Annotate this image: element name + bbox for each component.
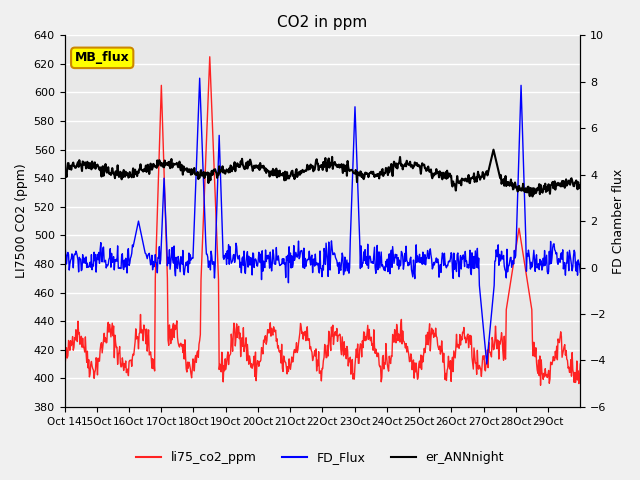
- Y-axis label: FD Chamber flux: FD Chamber flux: [612, 168, 625, 274]
- Text: MB_flux: MB_flux: [75, 51, 129, 64]
- Y-axis label: LI7500 CO2 (ppm): LI7500 CO2 (ppm): [15, 164, 28, 278]
- Legend: li75_co2_ppm, FD_Flux, er_ANNnight: li75_co2_ppm, FD_Flux, er_ANNnight: [131, 446, 509, 469]
- Title: CO2 in ppm: CO2 in ppm: [277, 15, 367, 30]
